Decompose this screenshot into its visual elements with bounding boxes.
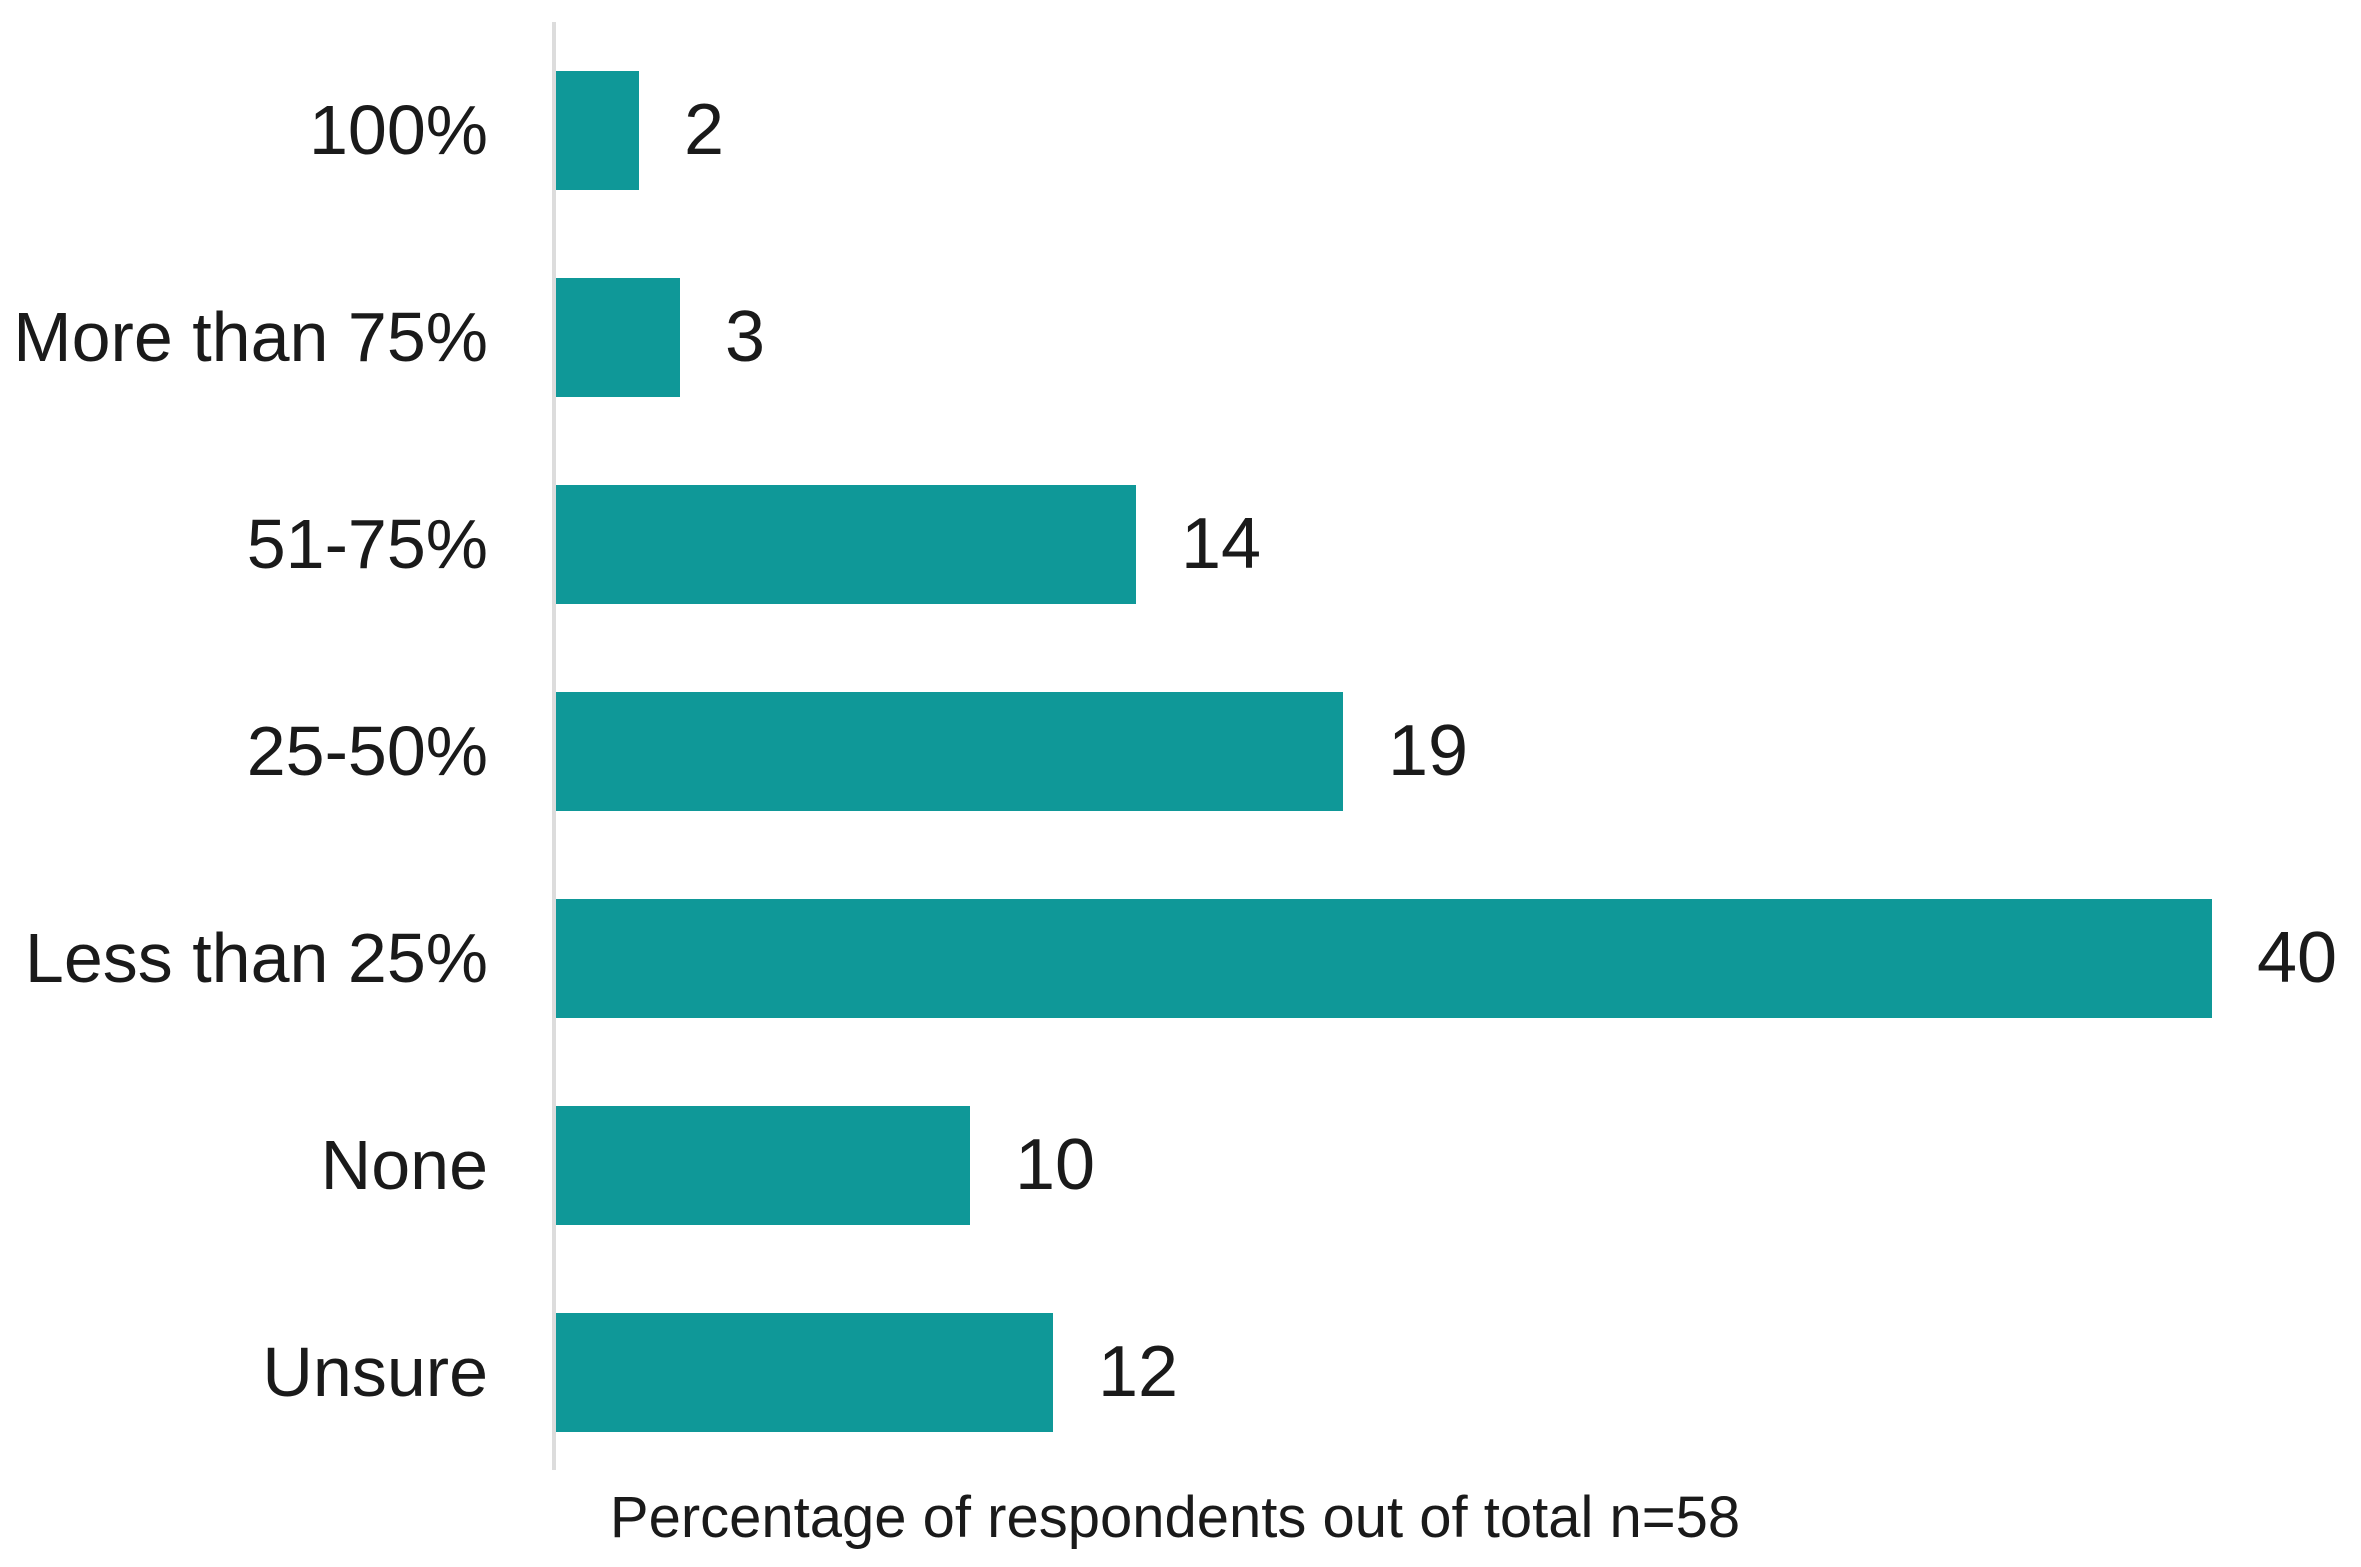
bar-value-label: 19 <box>1388 711 1469 791</box>
bar <box>556 1313 1053 1432</box>
category-label: 100% <box>308 91 488 169</box>
category-label: More than 75% <box>13 298 488 376</box>
bar <box>556 485 1136 604</box>
bar-value-label: 12 <box>1098 1332 1179 1412</box>
category-label: Less than 25% <box>24 919 488 997</box>
bar-row: 2 <box>556 71 724 190</box>
bar-value-label: 40 <box>2257 918 2338 998</box>
bar <box>556 899 2212 1018</box>
bar-row: 40 <box>556 899 2337 1018</box>
bar <box>556 71 639 190</box>
y-axis-labels: 100% More than 75% 51-75% 25-50% Less than 2… <box>0 22 488 1470</box>
category-label: None <box>320 1126 488 1204</box>
bar-value-label: 14 <box>1181 504 1262 584</box>
bar-row: 14 <box>556 485 1261 604</box>
category-label: 51-75% <box>246 505 488 583</box>
bar-value-label: 10 <box>1015 1125 1096 1205</box>
bar <box>556 692 1343 811</box>
category-label: Unsure <box>262 1333 488 1411</box>
bar-row: 19 <box>556 692 1468 811</box>
bar <box>556 1106 970 1225</box>
bar-row: 12 <box>556 1313 1178 1432</box>
x-axis-title: Percentage of respondents out of total n… <box>609 1485 1741 1550</box>
plot-area: 2 3 14 19 40 10 12 <box>552 22 2361 1470</box>
bar-row: 10 <box>556 1106 1095 1225</box>
bar-value-label: 2 <box>684 90 725 170</box>
category-label: 25-50% <box>246 712 488 790</box>
bar-row: 3 <box>556 278 765 397</box>
bar-value-label: 3 <box>725 297 766 377</box>
bar <box>556 278 680 397</box>
